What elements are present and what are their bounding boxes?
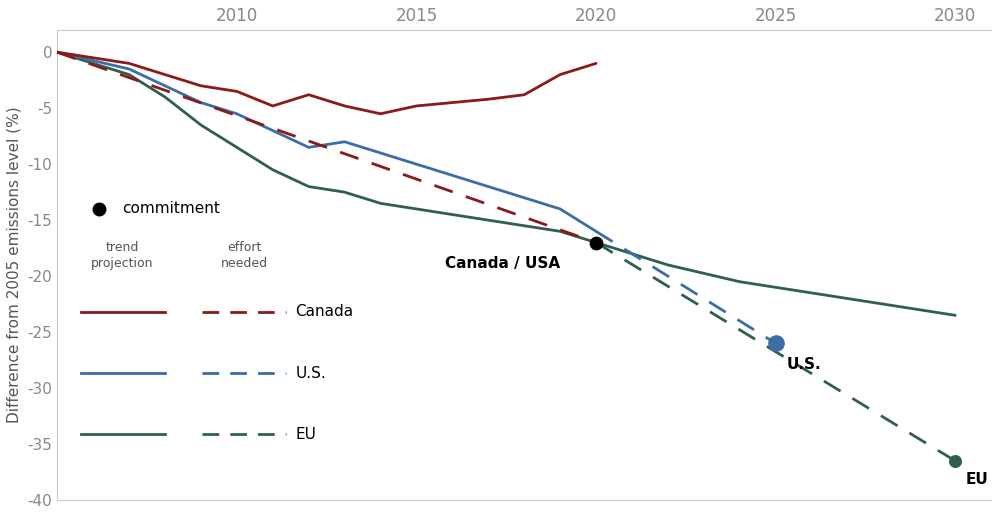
Text: U.S.: U.S. — [295, 366, 326, 381]
Text: EU: EU — [295, 427, 316, 442]
Text: commitment: commitment — [123, 201, 220, 216]
Point — [947, 457, 963, 465]
Text: Canada: Canada — [295, 304, 354, 319]
Text: Canada / USA: Canada / USA — [445, 256, 560, 271]
Text: U.S.: U.S. — [786, 357, 821, 372]
Text: effort
needed: effort needed — [220, 241, 268, 270]
Y-axis label: Difference from 2005 emissions level (%): Difference from 2005 emissions level (%) — [7, 107, 22, 423]
Text: trend
projection: trend projection — [91, 241, 154, 270]
Point — [768, 339, 784, 347]
Text: EU: EU — [966, 472, 989, 487]
Point — [588, 238, 604, 247]
